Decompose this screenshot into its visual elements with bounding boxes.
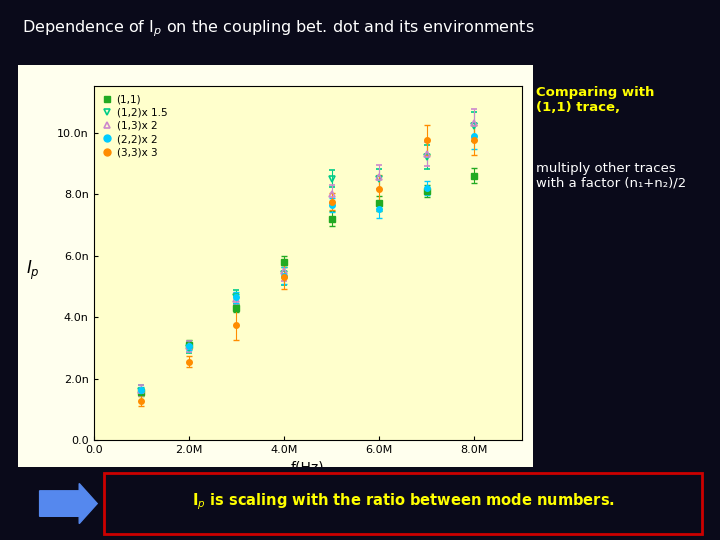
Text: Dependence of I$_p$ on the coupling bet. dot and its environments: Dependence of I$_p$ on the coupling bet.…: [22, 19, 534, 39]
Text: I$_p$ is scaling with the ratio between mode numbers.: I$_p$ is scaling with the ratio between …: [192, 492, 615, 512]
Text: multiply other traces
with a factor (n₁+n₂)/2: multiply other traces with a factor (n₁+…: [536, 162, 687, 190]
X-axis label: f(Hz): f(Hz): [291, 461, 325, 475]
Text: Comparing with
(1,1) trace,: Comparing with (1,1) trace,: [536, 86, 654, 114]
FancyArrow shape: [40, 483, 97, 524]
Text: $\mathit{I}_p$: $\mathit{I}_p$: [25, 259, 40, 281]
Legend: (1,1), (1,2)x 1.5, (1,3)x 2, (2,2)x 2, (3,3)x 3: (1,1), (1,2)x 1.5, (1,3)x 2, (2,2)x 2, (…: [99, 92, 170, 160]
